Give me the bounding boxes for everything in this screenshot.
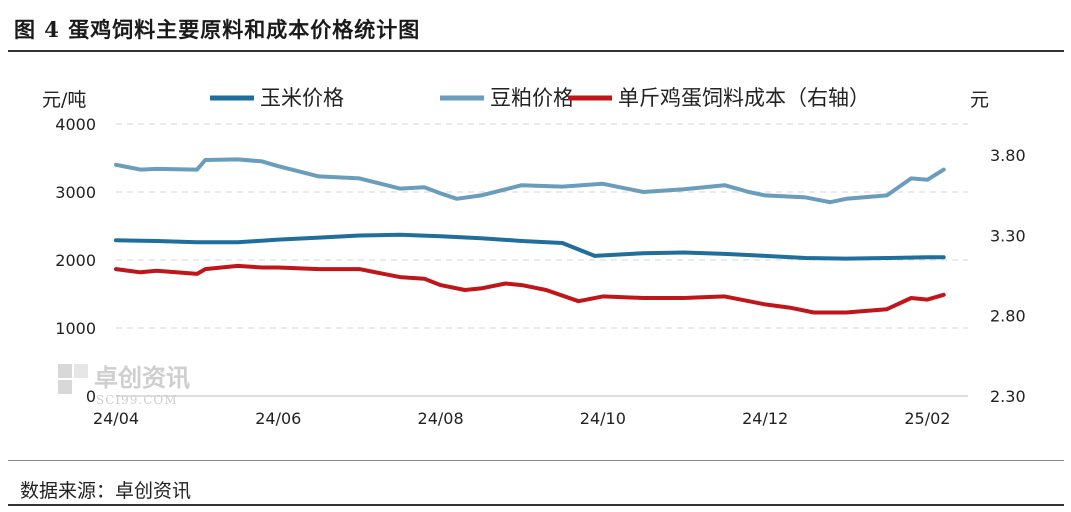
left-tick-label: 3000 xyxy=(55,183,96,202)
left-tick-label: 1000 xyxy=(55,319,96,338)
series-line xyxy=(114,232,946,261)
left-tick-label: 0 xyxy=(86,387,96,406)
right-axis-unit: 元 xyxy=(970,89,989,111)
x-tick-label: 24/10 xyxy=(580,409,626,428)
x-tick-label: 24/12 xyxy=(742,409,788,428)
chart: 卓创资讯 SCI99.COM 元/吨 元 玉米价格 豆粕价格 单斤鸡蛋饲料成本（右轴… xyxy=(42,86,1026,428)
left-axis-ticks: 0 1000 2000 3000 4000 xyxy=(55,115,96,406)
left-axis-unit: 元/吨 xyxy=(42,89,86,111)
legend: 玉米价格 豆粕价格 单斤鸡蛋饲料成本（右轴） xyxy=(210,86,870,110)
right-tick-label: 3.80 xyxy=(990,146,1026,165)
right-tick-label: 2.80 xyxy=(990,307,1026,326)
series-line xyxy=(114,157,946,205)
title-rule xyxy=(8,50,1064,52)
source-rule xyxy=(8,460,1064,461)
x-tick-label: 24/04 xyxy=(93,409,139,428)
x-axis-ticks: 24/04 24/06 24/08 24/10 24/12 25/02 xyxy=(93,409,951,428)
legend-label: 玉米价格 xyxy=(260,86,344,110)
series-line xyxy=(114,263,946,315)
x-tick-label: 24/06 xyxy=(255,409,301,428)
legend-label: 单斤鸡蛋饲料成本（右轴） xyxy=(618,86,870,110)
left-tick-label: 4000 xyxy=(55,115,96,134)
right-tick-label: 3.30 xyxy=(990,226,1026,245)
source-note: 数据来源：卓创资讯 xyxy=(20,480,192,502)
watermark: 卓创资讯 SCI99.COM xyxy=(58,364,190,407)
watermark-name: 卓创资讯 xyxy=(94,364,190,392)
watermark-logo-icon xyxy=(58,364,72,378)
x-tick-label: 24/08 xyxy=(418,409,464,428)
right-tick-label: 2.30 xyxy=(990,387,1026,406)
left-tick-label: 2000 xyxy=(55,251,96,270)
legend-label: 豆粕价格 xyxy=(490,86,574,110)
series-lines xyxy=(114,157,946,315)
figure-title: 图 4 蛋鸡饲料主要原料和成本价格统计图 xyxy=(14,17,421,42)
x-tick-label: 25/02 xyxy=(904,409,950,428)
watermark-domain: SCI99.COM xyxy=(96,393,178,407)
bottom-rule xyxy=(8,504,1064,506)
watermark-logo-icon-part xyxy=(58,380,72,394)
right-axis-ticks: 2.30 2.80 3.30 3.80 xyxy=(990,146,1026,406)
watermark-logo-icon-part xyxy=(74,364,88,378)
